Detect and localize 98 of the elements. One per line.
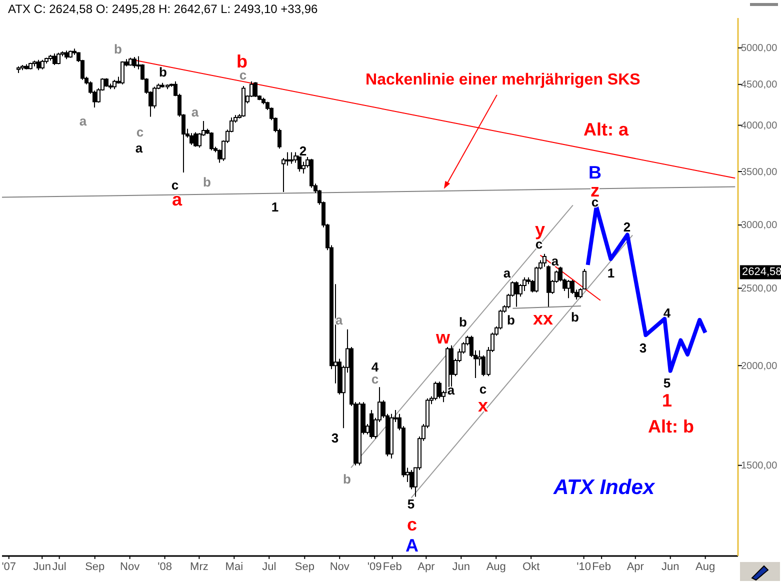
- annotation: a: [79, 114, 88, 129]
- candlestick: [112, 79, 116, 90]
- x-tick-label: Jun: [452, 560, 470, 573]
- y-tick-label: 3500,00: [741, 166, 778, 178]
- candlestick: [48, 54, 52, 62]
- x-tick-label: Jul: [262, 560, 276, 573]
- annotation: x: [478, 395, 488, 416]
- annotation: b: [507, 312, 516, 328]
- x-tick-label: Aug: [486, 560, 506, 573]
- x-tick-label: Okt: [522, 560, 540, 573]
- annotation: 3: [331, 430, 339, 446]
- y-tick-label: 2500,00: [741, 283, 778, 294]
- candlestick: [120, 60, 124, 85]
- candlestick: [128, 57, 132, 66]
- annotation: Nackenlinie einer mehrjährigen SKS: [366, 71, 641, 88]
- annotation: 1: [271, 200, 279, 215]
- candlestick: [254, 82, 258, 98]
- x-tick-label: Jun: [661, 560, 680, 573]
- y-tick-label: 4500,00: [741, 80, 778, 91]
- x-tick-label: Mrz: [190, 560, 208, 573]
- annotation: 5: [663, 376, 671, 391]
- annotation: B: [588, 162, 602, 182]
- candlestick: [56, 52, 60, 65]
- annotation: b: [159, 64, 168, 80]
- annotation: 2624,58: [742, 266, 781, 278]
- candlestick: [438, 381, 442, 399]
- x-tick-label: '08: [158, 560, 172, 573]
- x-tick-label: Jun: [33, 560, 51, 573]
- annotation: b: [459, 314, 468, 330]
- candlestick: [28, 62, 32, 70]
- annotation: a: [503, 266, 512, 281]
- candlestick: [514, 280, 518, 308]
- annotation: 4: [663, 306, 672, 321]
- candlestick: [24, 64, 28, 70]
- candlestick: [132, 56, 136, 68]
- candlestick: [242, 85, 246, 118]
- x-tick-label: Apr: [626, 560, 644, 573]
- annotation: a: [551, 254, 560, 269]
- x-tick-label: Apr: [418, 560, 436, 573]
- candlestick: [40, 59, 44, 70]
- candlestick: [210, 132, 214, 151]
- x-tick-label: Feb: [592, 560, 612, 573]
- x-tick-label: Aug: [696, 560, 716, 573]
- y-tick-label: 3000,00: [741, 220, 778, 232]
- x-tick-label: '09: [367, 560, 382, 573]
- annotation: c: [479, 382, 487, 397]
- annotation: 2: [299, 144, 307, 159]
- annotation: a: [135, 140, 144, 156]
- candlestick: [68, 50, 72, 58]
- annotation: b: [571, 310, 580, 325]
- annotation: 1: [607, 266, 615, 281]
- candlestick: [290, 152, 294, 164]
- y-tick-label: 4000,00: [741, 120, 778, 132]
- x-tick-label: Nov: [120, 560, 140, 573]
- candlestick: [64, 50, 68, 60]
- annotation: A: [406, 535, 418, 556]
- candlestick: [390, 413, 394, 460]
- annotation: Alt: b: [648, 416, 694, 436]
- x-tick-label: Jul: [52, 560, 66, 573]
- candlestick: [32, 60, 36, 67]
- candlestick: [370, 409, 374, 440]
- candlestick: [52, 52, 56, 66]
- x-tick-label: Sep: [294, 560, 314, 573]
- chart-subtitle: ATX C: 2624,58 O: 2495,28 H: 2642,67 L: 2493,10 +33,96: [8, 2, 318, 16]
- annotation: Alt: a: [584, 119, 630, 140]
- annotation: w: [434, 327, 451, 348]
- annotation: b: [343, 472, 352, 487]
- candlestick: [194, 132, 198, 148]
- y-tick-label: 1500,00: [741, 460, 778, 472]
- y-tick-label: 2000,00: [741, 360, 778, 372]
- x-tick-label: Sep: [85, 560, 105, 573]
- x-tick-label: Mai: [225, 560, 244, 573]
- candlestick: [358, 402, 362, 466]
- annotation: b: [203, 174, 212, 190]
- annotation: c: [136, 124, 144, 140]
- text: ATX Index: [552, 476, 656, 499]
- annotation: z: [590, 180, 600, 200]
- candlestick: [566, 280, 570, 299]
- annotation: xx: [532, 308, 554, 328]
- candlestick: [190, 132, 194, 146]
- y-tick-label: 5000,00: [741, 43, 778, 54]
- x-tick-label: Feb: [382, 560, 402, 573]
- candlestick: [104, 78, 108, 88]
- x-tick-label: '07: [2, 560, 16, 573]
- candlestick: [20, 64, 24, 71]
- candlestick: [16, 66, 20, 74]
- candlestick: [434, 381, 438, 401]
- annotation: c: [406, 514, 418, 534]
- x-tick-label: Nov: [330, 560, 350, 573]
- annotation: 1: [662, 390, 672, 410]
- x-tick-label: '10: [576, 560, 591, 573]
- candlestick: [298, 152, 302, 172]
- annotation: a: [191, 104, 200, 120]
- candlestick: [36, 59, 40, 71]
- annotation: 2: [623, 220, 631, 235]
- annotation: 5: [407, 496, 415, 512]
- annotation: 3: [639, 340, 647, 356]
- annotation: b: [114, 42, 122, 57]
